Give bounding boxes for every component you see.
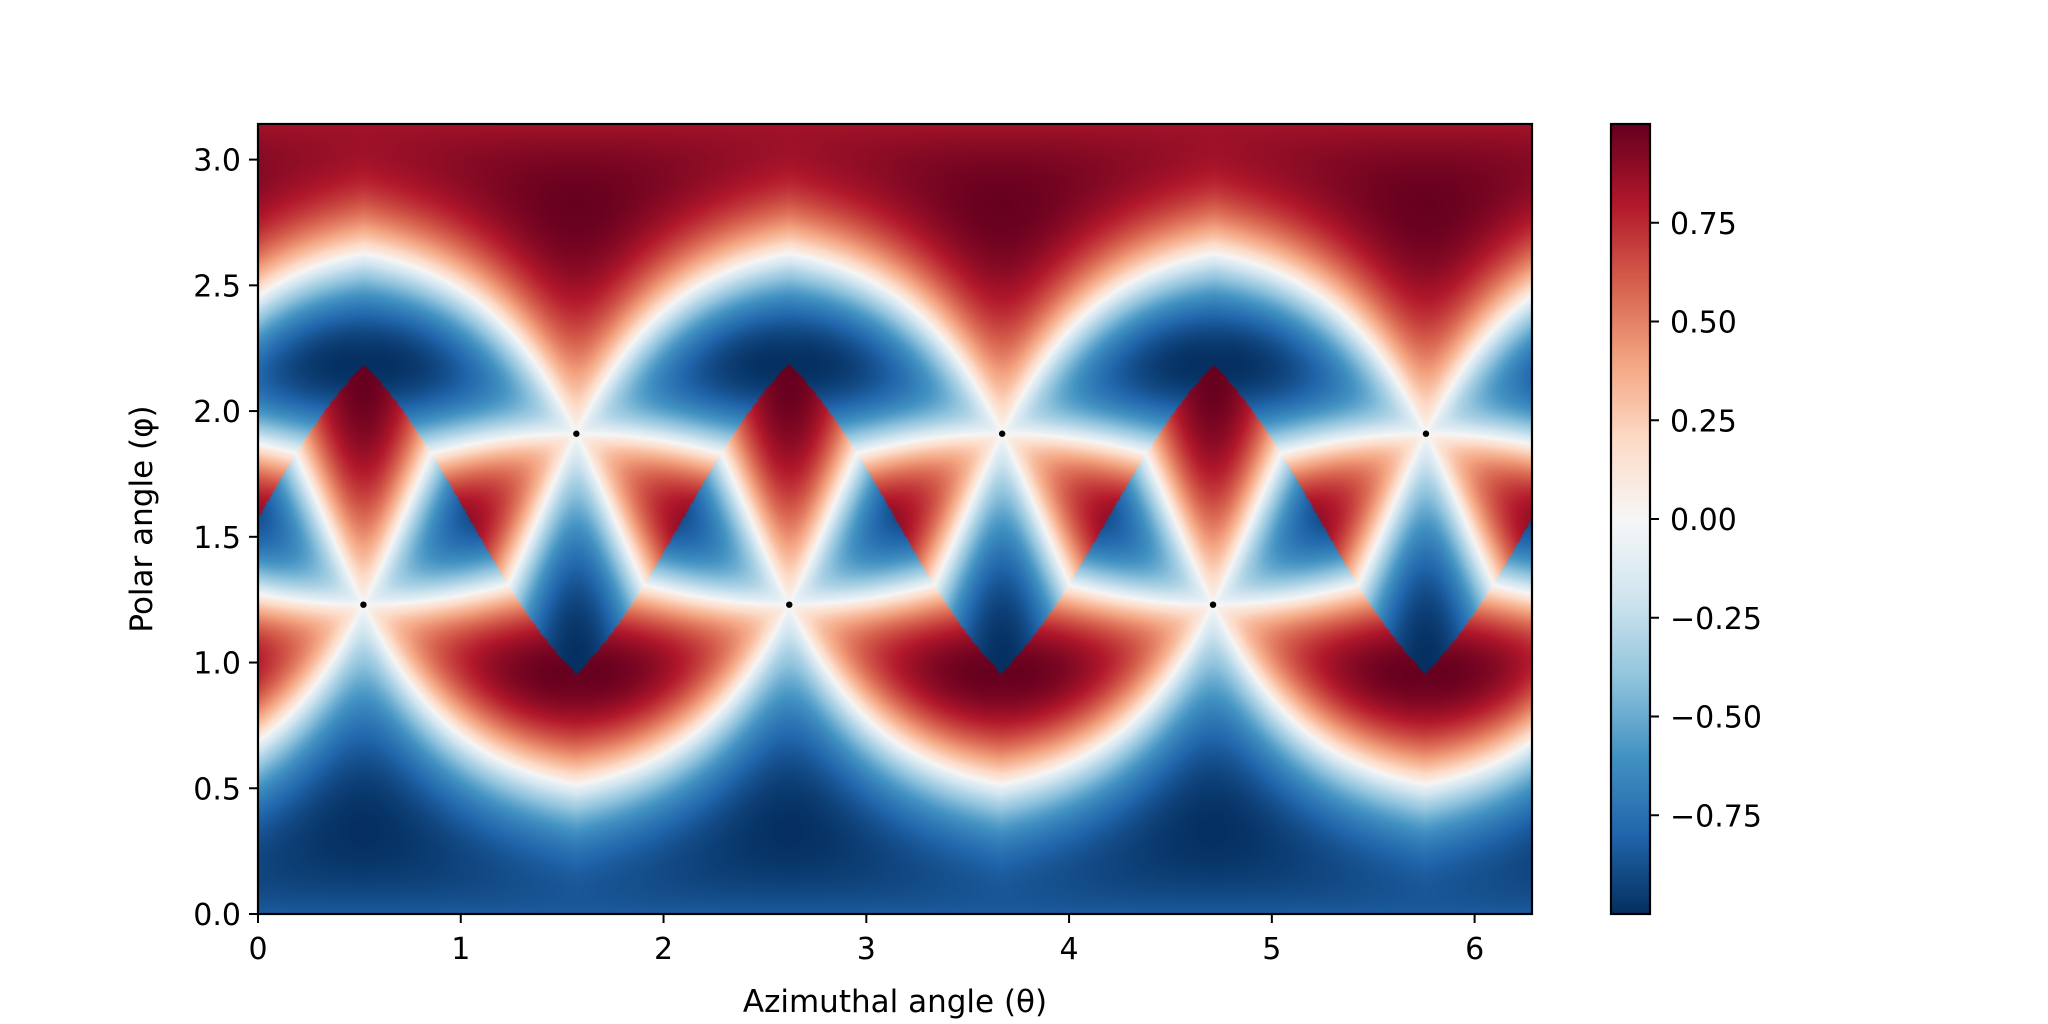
heatmap-image <box>258 124 1532 914</box>
cell-center-markers <box>360 430 1430 608</box>
colorbar-tick-label: −0.50 <box>1670 701 1762 736</box>
cell-center-marker <box>1209 601 1217 608</box>
colorbar-tick-label: 0.50 <box>1670 306 1737 341</box>
x-tick-label: 5 <box>1262 932 1281 967</box>
x-tick-label: 0 <box>248 932 267 967</box>
colorbar-gradient <box>1611 124 1650 914</box>
x-tick-label: 4 <box>1060 932 1079 967</box>
x-tick-label: 3 <box>857 932 876 967</box>
y-tick-label: 1.5 <box>193 521 241 556</box>
colorbar-tick-label: 0.00 <box>1670 503 1737 538</box>
cell-center-marker <box>1422 430 1430 437</box>
plot-area <box>256 122 1534 916</box>
cell-center-marker <box>360 601 367 608</box>
y-tick-label: 2.0 <box>193 395 241 430</box>
colorbar-tick-label: 0.75 <box>1670 207 1737 242</box>
x-tick-label: 6 <box>1465 932 1484 967</box>
colorbar: 0.75 0.50 0.25 0.00 −0.25 −0.50 −0.75 <box>1609 122 1762 916</box>
x-tick-label: 2 <box>654 932 673 967</box>
colorbar-ticks: 0.75 0.50 0.25 0.00 −0.25 −0.50 −0.75 <box>1650 207 1762 834</box>
y-tick-label: 0.5 <box>193 772 241 807</box>
plot-frame <box>256 122 1534 916</box>
y-tick-label: 1.0 <box>193 647 241 682</box>
colorbar-tick-label: 0.25 <box>1670 404 1737 439</box>
cell-center-marker <box>998 430 1006 437</box>
cell-center-marker <box>786 601 793 608</box>
colorbar-tick-label: −0.25 <box>1670 602 1762 637</box>
y-axis-label: Polar angle (φ) <box>124 405 160 632</box>
x-tick-label: 1 <box>451 932 470 967</box>
colorbar-tick-label: −0.75 <box>1670 799 1762 834</box>
y-axis: 0.0 0.5 1.0 1.5 2.0 2.5 3.0 <box>193 144 258 933</box>
y-tick-label: 2.5 <box>193 269 241 304</box>
x-axis: 0 1 2 3 4 5 6 <box>248 914 1484 967</box>
y-tick-label: 0.0 <box>193 898 241 933</box>
x-axis-label: Azimuthal angle (θ) <box>743 984 1047 1020</box>
cell-center-marker <box>573 430 580 437</box>
y-tick-label: 3.0 <box>193 144 241 179</box>
